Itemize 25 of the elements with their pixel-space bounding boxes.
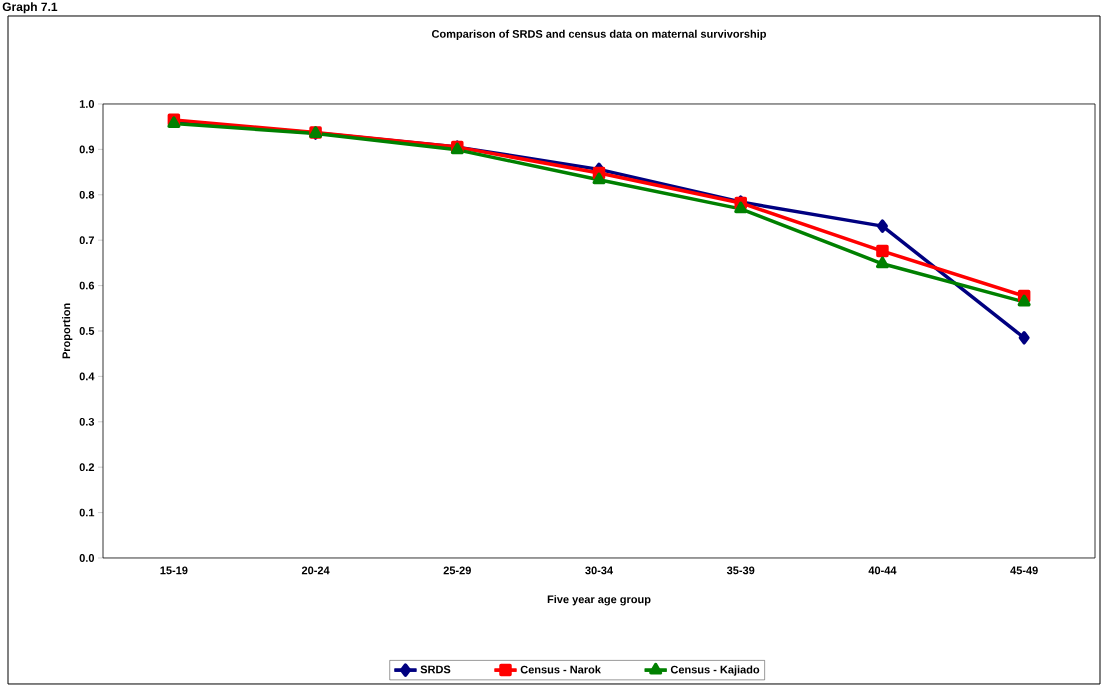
- y-tick-label: 0.4: [79, 372, 95, 381]
- y-tick-label: 1.0: [79, 100, 95, 108]
- x-tick-label: 25-29: [443, 566, 471, 575]
- y-tick-label: 0.5: [79, 327, 95, 335]
- caption: Graph 7.1: [2, 2, 58, 14]
- x-tick-label: 30-34: [585, 566, 614, 575]
- y-axis-title: Proportion: [62, 303, 73, 359]
- y-tick-label: 0.9: [79, 145, 95, 154]
- legend-label: SRDS: [420, 665, 451, 674]
- x-tick-label: 35-39: [726, 566, 755, 575]
- y-tick-label: 0.6: [79, 281, 95, 290]
- legend-label: Census - Kajiado: [670, 665, 760, 676]
- y-tick-label: 0.2: [79, 463, 95, 472]
- x-tick-label: 20-24: [301, 566, 330, 575]
- y-tick-label: 0.1: [79, 508, 95, 517]
- y-tick-label: 0.3: [79, 417, 95, 426]
- x-axis-title: Five year age group: [547, 595, 651, 606]
- legend-label: Census - Narok: [520, 665, 601, 674]
- y-tick-label: 0.7: [79, 236, 95, 245]
- chart-title: Comparison of SRDS and census data on maternal survivorship: [431, 29, 767, 41]
- x-tick-label: 15-19: [160, 566, 188, 575]
- y-tick-label: 0.8: [79, 190, 95, 199]
- y-tick-label: 0.0: [79, 554, 95, 562]
- x-tick-label: 40-44: [868, 566, 897, 575]
- x-tick-label: 45-49: [1010, 566, 1038, 575]
